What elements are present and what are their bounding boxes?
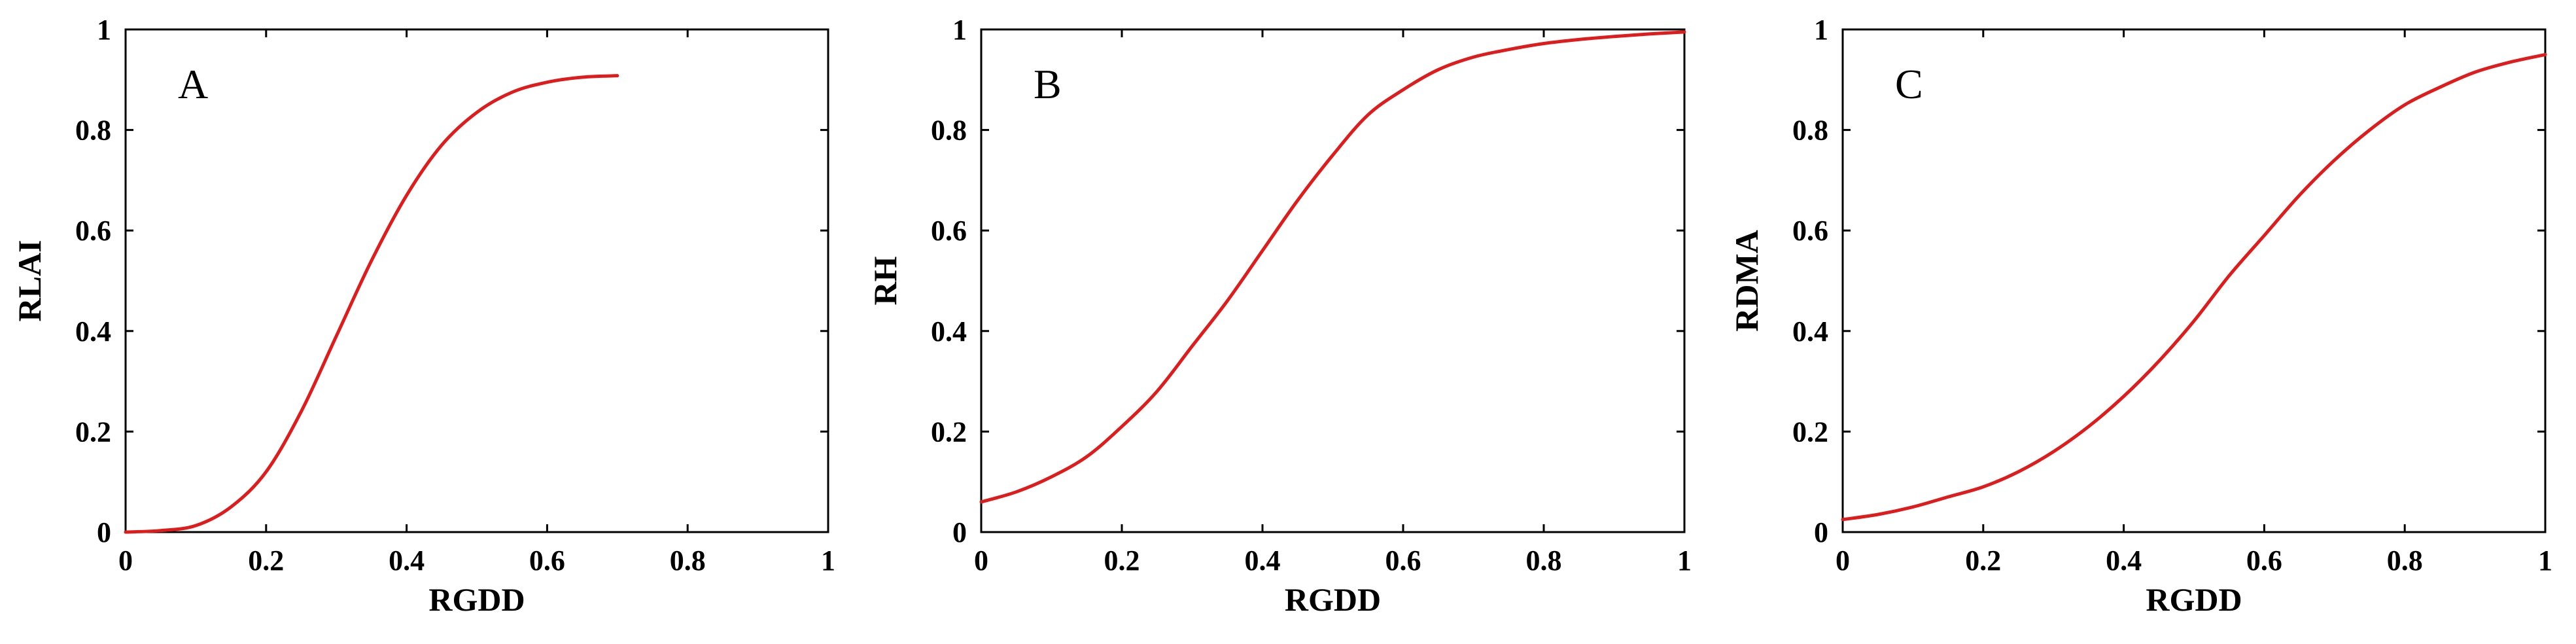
x-tick-label: 1 (821, 545, 835, 577)
panel-label-b: B (1034, 61, 1062, 107)
x-tick-label: 0.4 (2106, 545, 2142, 577)
y-tick-label: 0.6 (1792, 215, 1828, 247)
x-tick-label: 0.2 (248, 545, 284, 577)
y-tick-label: 0.8 (931, 115, 967, 147)
x-tick-label: 1 (1677, 545, 1692, 577)
panel-label-c: C (1895, 61, 1923, 107)
x-tick-label: 0.8 (2387, 545, 2423, 577)
plot-frame (124, 28, 829, 533)
x-tick-label: 0 (118, 545, 133, 577)
x-tick-label: 0.4 (1245, 545, 1281, 577)
series-line (979, 30, 1686, 504)
chart-panel: 0 0.2 0.4 0.6 0.8 1 0 0.2 0.4 0.6 0.8 1 RGDD RH B (867, 14, 1692, 618)
y-tick-label: 1 (97, 14, 111, 46)
x-tick-label: 0 (1836, 545, 1850, 577)
x-tick-label: 0.2 (1965, 545, 2001, 577)
x-tick-label: 0.2 (1104, 545, 1140, 577)
plot-frame (980, 28, 1686, 533)
y-tick-label: 0.8 (75, 115, 111, 147)
y-tick-label: 0.6 (75, 215, 111, 247)
y-tick-label: 0.4 (931, 315, 967, 348)
series-line (124, 74, 619, 534)
y-tick-label: 0.4 (1792, 315, 1828, 348)
y-tick-label: 1 (952, 14, 967, 46)
x-tick-label: 0 (974, 545, 988, 577)
y-tick-label: 0.4 (75, 315, 111, 348)
y-tick-label: 0.8 (1792, 115, 1828, 147)
y-tick-label: 0 (1814, 516, 1828, 548)
chart-panel: 0 0.2 0.4 0.6 0.8 1 0 0.2 0.4 0.6 0.8 1 RGDD RDMA C (1728, 14, 2552, 618)
x-tick-label: 0.6 (1385, 545, 1421, 577)
x-tick-label: 0.6 (2246, 545, 2282, 577)
x-axis-label: RGDD (428, 581, 525, 618)
x-axis-label: RGDD (1285, 581, 1381, 618)
x-axis-label: RGDD (2146, 581, 2242, 618)
y-tick-label: 0.2 (931, 416, 967, 448)
panel-label-a: A (178, 61, 208, 107)
plot-frame (1841, 28, 2547, 533)
y-axis-label: RDMA (1728, 230, 1765, 332)
chart-panel: 0 0.2 0.4 0.6 0.8 1 0 0.2 0.4 0.6 0.8 1 RGDD RLAI A (11, 14, 835, 618)
y-axis-label: RLAI (11, 240, 48, 321)
y-tick-label: 0 (97, 516, 111, 548)
y-tick-label: 0 (952, 516, 967, 548)
y-tick-label: 0.2 (1792, 416, 1828, 448)
x-tick-label: 0.6 (529, 545, 565, 577)
y-tick-label: 0.2 (75, 416, 111, 448)
x-tick-label: 0.8 (670, 545, 706, 577)
y-axis-label: RH (867, 256, 903, 305)
x-tick-label: 1 (2538, 545, 2552, 577)
series-line (1841, 52, 2547, 522)
y-tick-label: 0.6 (931, 215, 967, 247)
x-tick-label: 0.8 (1526, 545, 1562, 577)
x-tick-label: 0.4 (389, 545, 425, 577)
y-tick-label: 1 (1814, 14, 1828, 46)
